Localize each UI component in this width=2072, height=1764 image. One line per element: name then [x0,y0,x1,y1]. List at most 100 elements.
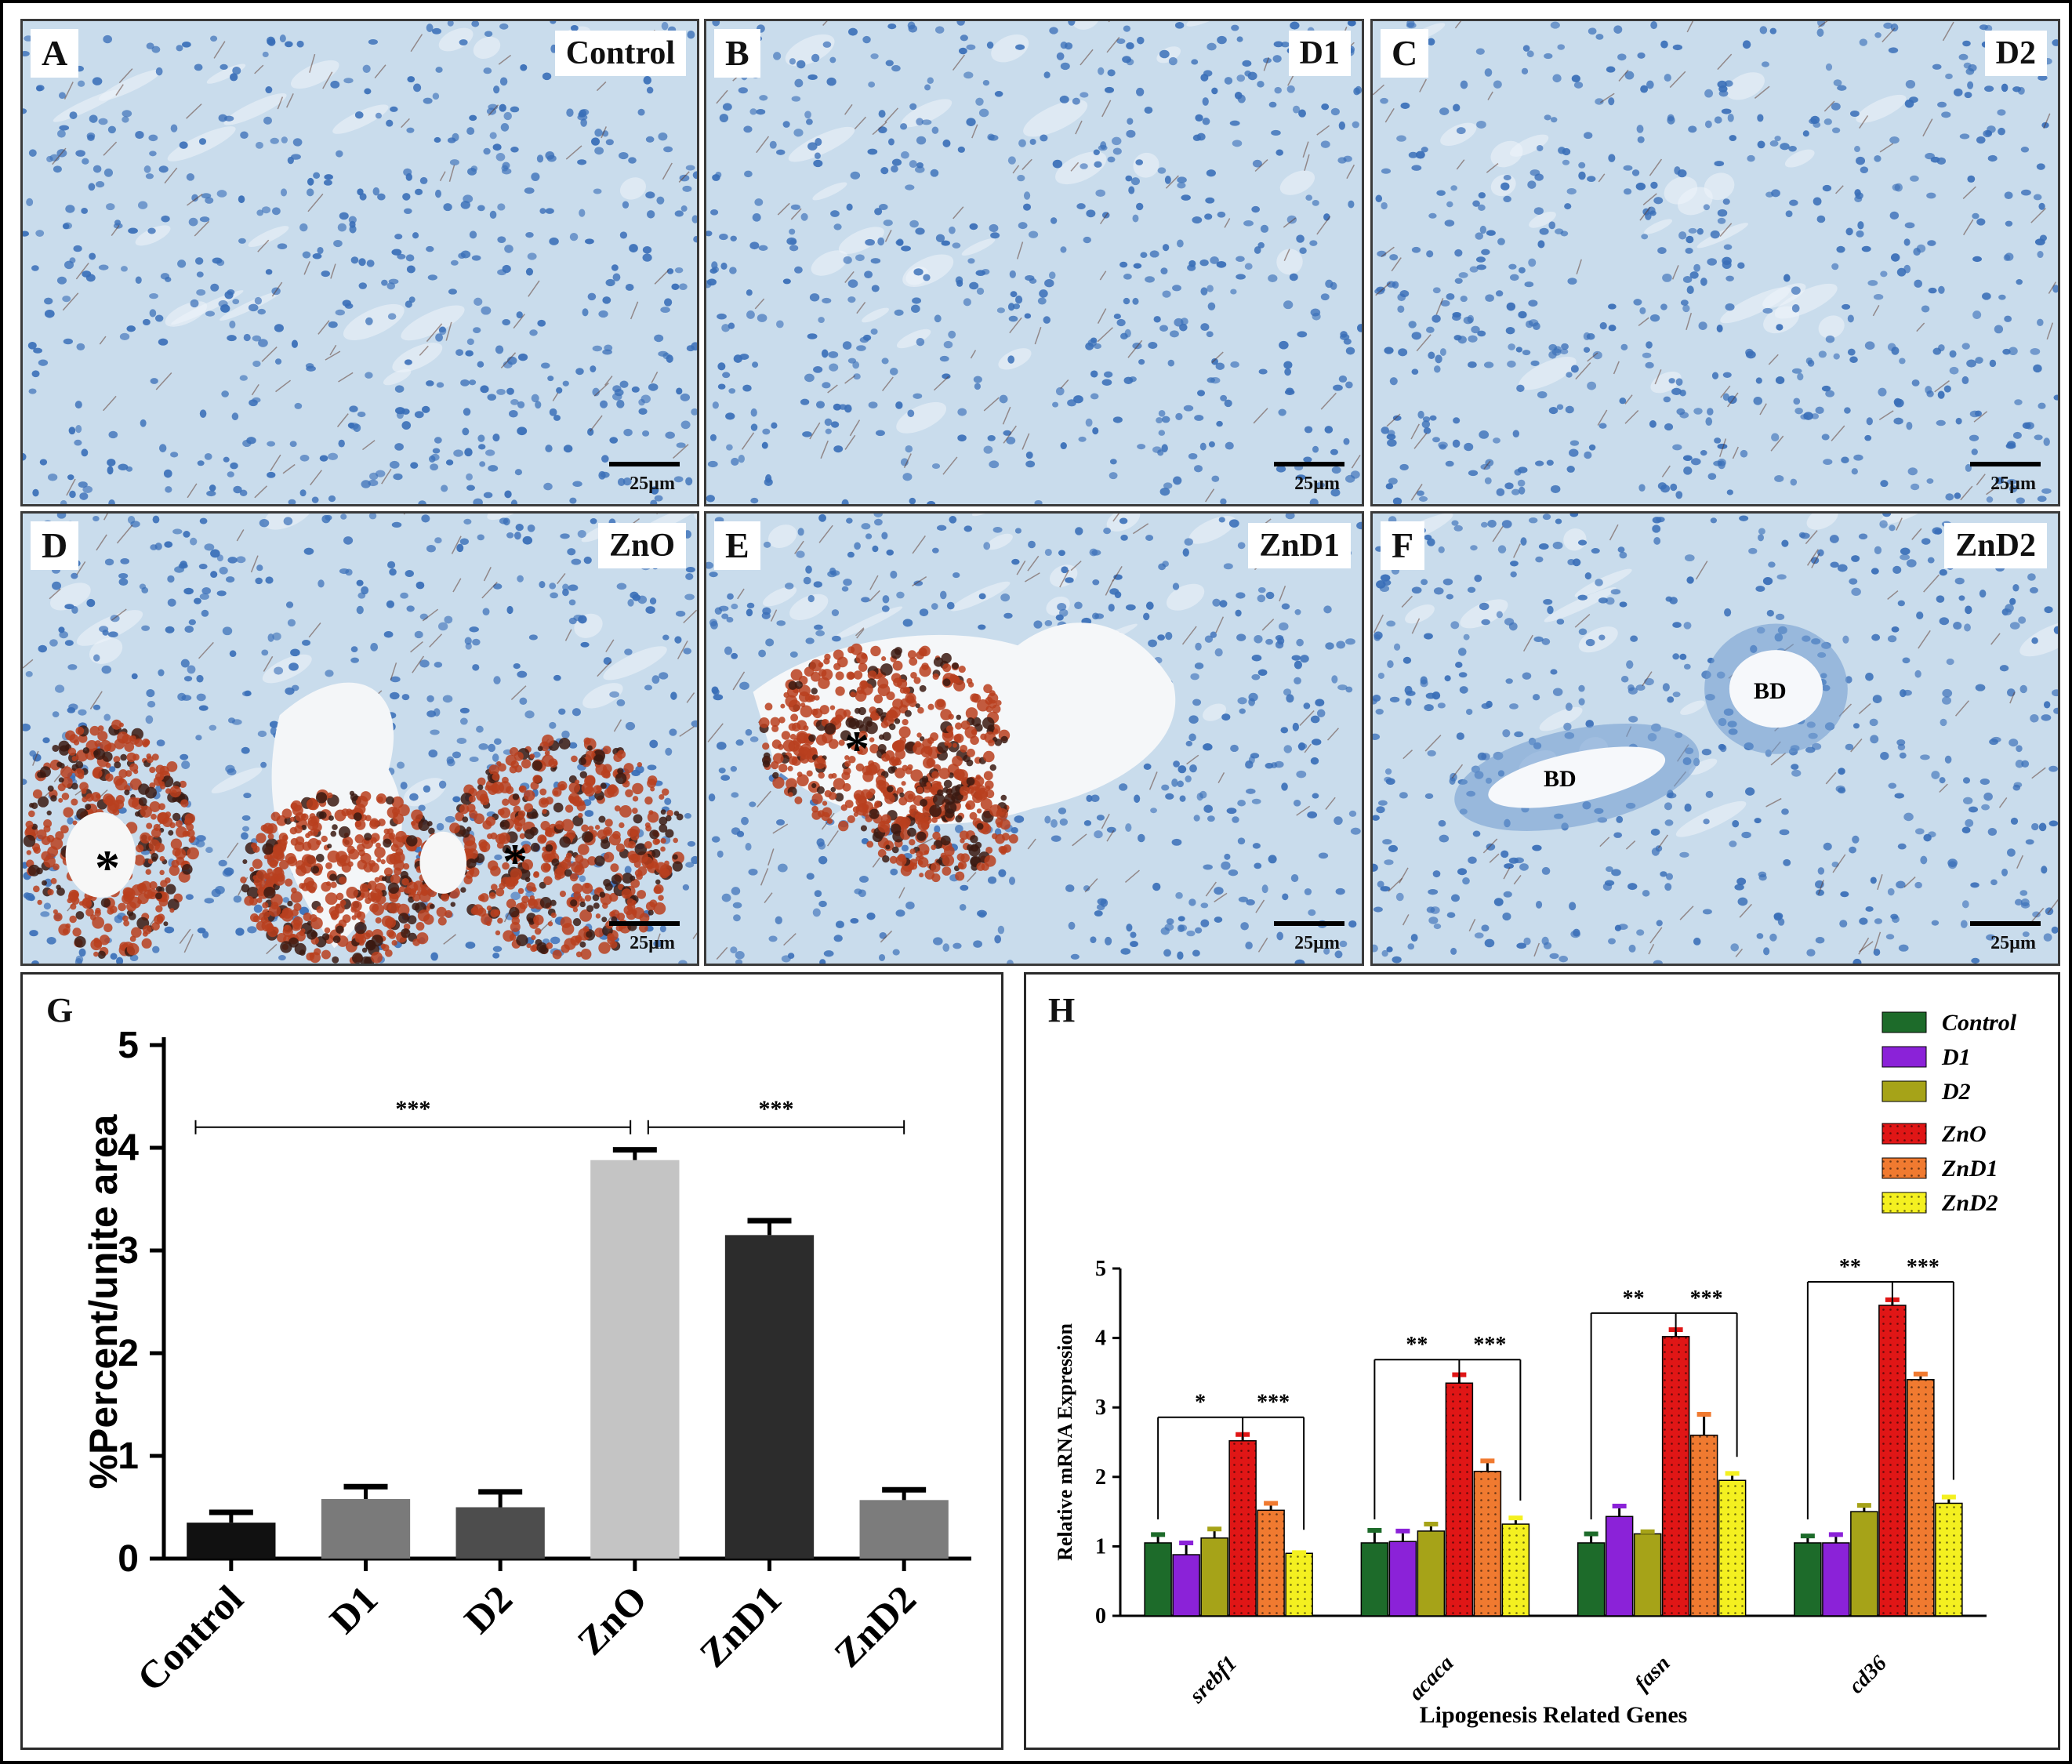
hepatocyte-nucleus [110,953,118,960]
hepatocyte-nucleus [2014,399,2023,405]
hepatocyte-nucleus [1599,321,1607,330]
lipid-droplet [310,916,323,930]
hepatocyte-nucleus [1220,498,1227,504]
hepatocyte-nucleus [749,801,757,808]
hepatocyte-nucleus [593,188,602,194]
hepatocyte-nucleus [44,309,55,318]
stain-fleck [1003,425,1017,444]
hepatocyte-nucleus [364,88,372,95]
stain-fleck [881,376,894,392]
hepatocyte-nucleus [537,319,546,327]
lipid-droplet [565,852,572,859]
hepatocyte-nucleus [616,583,627,590]
hepatocyte-nucleus [517,575,524,583]
lipid-droplet [242,859,248,865]
lipid-droplet [828,739,839,750]
stain-fleck [844,103,853,115]
lipid-droplet [771,760,779,770]
hepatocyte-nucleus [1340,331,1348,338]
hepatocyte-nucleus [623,428,633,437]
hepatocyte-nucleus [229,320,236,328]
lipid-droplet [953,734,962,742]
hepatocyte-nucleus [531,394,539,403]
stain-fleck [251,384,259,396]
hepatocyte-nucleus [1537,144,1544,151]
stain-fleck [266,943,278,955]
lipid-droplet [412,902,420,911]
stain-fleck [772,823,789,834]
group-label: ZnO [597,523,686,568]
hepatocyte-nucleus [1686,285,1694,295]
hepatocyte-nucleus [459,707,470,714]
hepatocyte-nucleus [383,631,394,638]
lipid-droplet [25,820,34,829]
lipid-droplet [644,822,651,828]
lipid-droplet [880,663,893,676]
hepatocyte-nucleus [580,641,590,648]
hepatocyte-nucleus [99,626,109,633]
stain-fleck [1261,619,1275,631]
lipid-droplet [543,876,553,885]
stain-fleck [1060,379,1069,390]
hepatocyte-nucleus [172,528,183,535]
hepatocyte-nucleus [800,398,810,405]
hepatocyte-nucleus [1173,476,1182,485]
hepatocyte-nucleus [1189,764,1197,773]
stain-fleck [338,372,354,383]
lipid-droplet [649,899,658,908]
hepatocyte-nucleus [999,394,1008,404]
hepatocyte-nucleus [1866,417,1873,426]
lipid-droplet [988,739,995,746]
hepatocyte-nucleus [47,473,58,481]
hepatocyte-nucleus [587,428,594,436]
hepatocyte-nucleus [156,739,165,747]
hepatocyte-nucleus [1236,36,1243,42]
hepatocyte-nucleus [833,445,844,453]
hepatocyte-nucleus [158,444,167,452]
hepatocyte-nucleus [1095,189,1106,197]
stain-fleck [1391,257,1402,272]
hepatocyte-nucleus [241,832,249,840]
hepatocyte-nucleus [1389,254,1399,261]
hepatocyte-nucleus [997,925,1005,935]
hepatocyte-nucleus [305,363,314,369]
hepatocyte-nucleus [1982,292,1991,300]
hepatocyte-nucleus [53,165,62,173]
lipid-droplet [850,743,857,750]
hepatocyte-nucleus [1157,634,1165,641]
lipid-droplet [375,916,382,924]
hepatocyte-nucleus [1345,474,1355,483]
lipid-droplet [797,720,807,731]
stain-fleck [1718,438,1727,457]
sinusoid-space [332,104,389,134]
hepatocyte-nucleus [1588,444,1596,451]
lipid-droplet [598,942,611,954]
lipid-droplet [985,696,993,705]
lipid-droplet [899,792,905,798]
lipid-droplet [165,884,176,895]
lipid-droplet [524,803,534,813]
hepatocyte-nucleus [805,637,815,644]
lipid-droplet [599,891,606,898]
hepatocyte-nucleus [1244,263,1253,270]
hepatocyte-nucleus [1667,114,1675,122]
hepatocyte-nucleus [93,515,100,521]
hepatocyte-nucleus [493,738,502,745]
hepatocyte-nucleus [1757,114,1764,122]
hepatocyte-nucleus [311,496,319,503]
hepatocyte-nucleus [873,514,883,517]
lipid-droplet [75,760,84,769]
lipid-droplet [296,931,306,942]
hepatocyte-nucleus [990,232,1000,239]
hepatocyte-nucleus [721,893,731,902]
hepatocyte-nucleus [128,227,138,234]
lipid-droplet [186,823,194,831]
stain-fleck [1973,411,1988,423]
hepatocyte-nucleus [846,203,853,211]
hepatocyte-nucleus [1817,21,1826,27]
stain-fleck [1101,813,1110,829]
hepatocyte-nucleus [1844,407,1851,414]
hepatocyte-nucleus [419,659,430,668]
lipid-droplet [835,686,845,696]
stain-fleck [1112,514,1120,522]
